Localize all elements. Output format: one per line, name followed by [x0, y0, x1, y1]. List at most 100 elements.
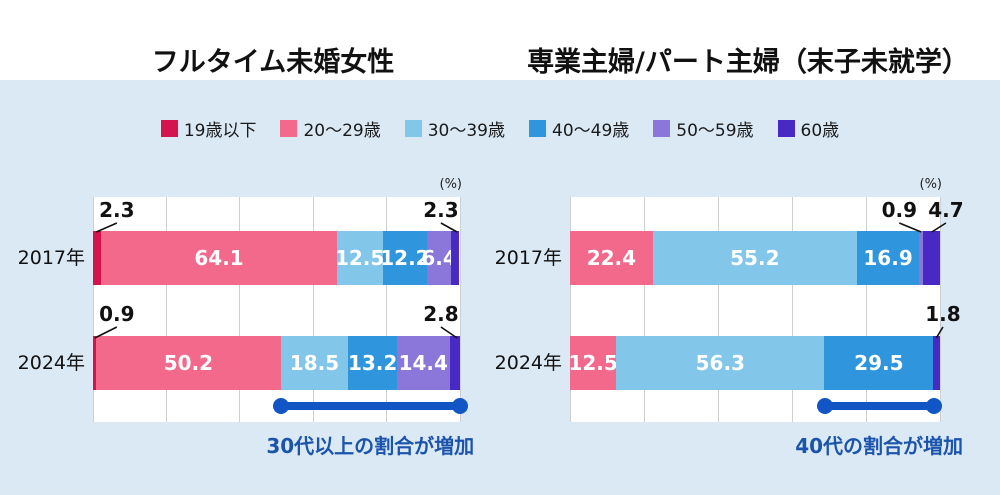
gridline — [165, 197, 167, 422]
unit-label: (%) — [919, 177, 943, 192]
legend-label: 60歳 — [800, 121, 840, 141]
chart-fulltime-unmarried-women: (%) 2017年 2024年 64.1 12.5 12.2 6.4 50.2 18.5 1… — [0, 177, 475, 467]
segment-value: 12.5 — [568, 351, 618, 375]
gridline — [569, 197, 571, 422]
gridline — [939, 197, 941, 422]
legend-item: 20〜29歳 — [280, 116, 381, 141]
segment-value: 18.5 — [289, 351, 340, 375]
legend-swatch — [529, 120, 546, 137]
annotation-increase: 30代以上の割合が増加 — [266, 434, 475, 458]
callout-value: 2.8 — [423, 302, 459, 326]
stacked-bar-2024年: 12.5 56.3 29.5 — [568, 336, 941, 390]
segment-30〜39歳: 18.5 — [280, 336, 349, 390]
callout-value: 1.8 — [925, 302, 961, 326]
stacked-bar-2017年: 22.4 55.2 16.9 — [570, 231, 940, 285]
segment-30〜39歳: 56.3 — [616, 336, 825, 390]
increase-range-line — [816, 398, 942, 414]
stacked-bar-2024年: 50.2 18.5 13.2 14.4 — [93, 336, 460, 390]
segment-20〜29歳: 12.5 — [568, 336, 618, 390]
segment-40〜49歳: 16.9 — [856, 231, 920, 285]
segment-19歳以下 — [93, 336, 97, 390]
gridline — [459, 197, 461, 422]
gridline — [386, 197, 388, 422]
chart-housewives-preschool-child: (%) 2017年 2024年 22.4 55.2 16.9 12.5 56.3 29.5… — [477, 177, 964, 467]
plot-area: 22.4 55.2 16.9 12.5 56.3 29.5 0.9 4.7 1.8 — [568, 197, 964, 422]
row-label-2024: 2024年 — [494, 352, 562, 374]
plot-area: 64.1 12.5 12.2 6.4 50.2 18.5 13.2 14.4 2.3 2.3 0.9… — [92, 197, 468, 422]
chart-title-left: フルタイム未婚女性 — [151, 47, 395, 79]
annotation-increase: 40代の割合が増加 — [795, 434, 964, 458]
legend: 19歳以下 20〜29歳 30〜39歳 40〜49歳 50〜59歳 60歳 — [0, 116, 1000, 141]
segment-40〜49歳: 29.5 — [824, 336, 934, 390]
legend-swatch — [160, 120, 178, 137]
legend-swatch — [777, 120, 795, 137]
increase-line-bar — [280, 402, 460, 410]
row-label-2017: 2017年 — [494, 247, 562, 269]
legend-label: 30〜39歳 — [427, 121, 505, 141]
increase-line-endpoint-dot — [272, 398, 289, 414]
callout-value: 4.7 — [928, 198, 964, 222]
legend-item: 60歳 — [777, 116, 840, 141]
legend-label: 50〜59歳 — [676, 121, 754, 141]
segment-value: 55.2 — [730, 246, 780, 270]
segment-40〜49歳: 12.2 — [380, 231, 430, 285]
gridline — [643, 197, 645, 422]
callout-value: 0.9 — [881, 198, 918, 222]
unit-label: (%) — [439, 177, 463, 192]
gridline — [791, 197, 793, 422]
segment-60歳 — [450, 231, 460, 285]
gridline — [865, 197, 867, 422]
segment-60歳 — [933, 336, 941, 390]
legend-swatch — [280, 120, 298, 137]
segment-60歳 — [449, 336, 460, 390]
callout-value: 2.3 — [99, 198, 135, 222]
callout-value: 2.3 — [423, 198, 459, 222]
row-label-2017: 2017年 — [17, 247, 85, 269]
segment-value: 12.5 — [334, 246, 385, 270]
legend-label: 20〜29歳 — [303, 121, 381, 141]
segment-60歳 — [922, 231, 940, 285]
segment-value: 50.2 — [163, 351, 214, 375]
gridline — [312, 197, 314, 422]
gridline — [239, 197, 241, 422]
segment-value: 56.3 — [695, 351, 745, 375]
legend-item: 19歳以下 — [160, 116, 257, 141]
segment-30〜39歳: 12.5 — [334, 231, 385, 285]
chart-panel: 19歳以下 20〜29歳 30〜39歳 40〜49歳 50〜59歳 60歳 (%) 201… — [0, 80, 1000, 495]
segment-19歳以下 — [93, 231, 102, 285]
segment-value: 64.1 — [194, 246, 244, 270]
legend-item: 30〜39歳 — [404, 116, 505, 141]
segment-50〜59歳 — [919, 231, 923, 285]
legend-item: 40〜49歳 — [529, 116, 629, 141]
segment-value: 22.4 — [586, 246, 637, 270]
increase-range-line — [272, 398, 468, 414]
segment-50〜59歳: 14.4 — [396, 336, 450, 390]
legend-swatch — [404, 120, 422, 137]
segment-value: 16.9 — [863, 246, 913, 270]
legend-item: 50〜59歳 — [653, 116, 754, 141]
legend-swatch — [653, 120, 671, 137]
increase-line-bar — [824, 402, 934, 410]
segment-value: 12.2 — [380, 246, 430, 270]
segment-40〜49歳: 13.2 — [347, 336, 398, 390]
gridline — [92, 197, 94, 422]
legend-label: 40〜49歳 — [552, 121, 630, 141]
chart-title-right: 専業主婦/パート主婦（末子未就学） — [527, 47, 969, 79]
segment-50〜59歳: 6.4 — [421, 231, 457, 285]
segment-value: 29.5 — [854, 351, 904, 375]
increase-line-endpoint-dot — [925, 398, 942, 414]
increase-line-endpoint-dot — [451, 398, 468, 414]
legend-label: 19歳以下 — [183, 121, 257, 141]
row-label-2024: 2024年 — [17, 352, 85, 374]
stacked-bar-2017年: 64.1 12.5 12.2 6.4 — [93, 231, 460, 285]
gridline — [717, 197, 719, 422]
increase-line-endpoint-dot — [816, 398, 833, 414]
segment-20〜29歳: 22.4 — [570, 231, 653, 285]
segment-value: 13.2 — [347, 351, 398, 375]
callout-value: 0.9 — [99, 302, 135, 326]
segment-30〜39歳: 55.2 — [652, 231, 857, 285]
segment-value: 14.4 — [398, 351, 448, 375]
segment-20〜29歳: 64.1 — [101, 231, 337, 285]
segment-20〜29歳: 50.2 — [96, 336, 281, 390]
